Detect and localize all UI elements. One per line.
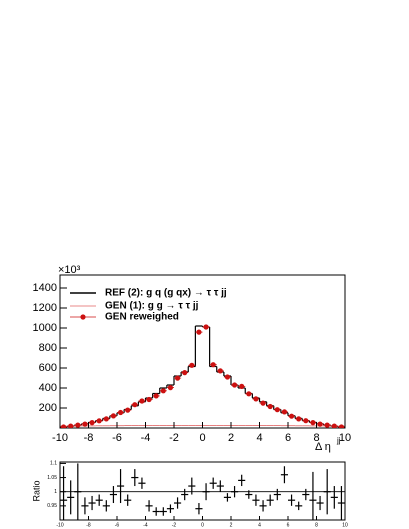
data-point	[217, 368, 223, 374]
x-tick-label: 0	[201, 522, 204, 528]
data-point	[317, 421, 323, 427]
x-tick-label: -4	[143, 522, 148, 528]
data-point	[303, 418, 309, 424]
data-point	[288, 413, 295, 419]
data-point	[231, 382, 238, 388]
data-point	[75, 422, 81, 428]
x-tick-label: -10	[52, 432, 68, 444]
ratio-y-label: Ratio	[31, 480, 41, 501]
data-point	[224, 374, 231, 380]
data-point	[267, 403, 273, 410]
x-tick-label: 2	[228, 432, 234, 444]
y-tick-label: 1400	[33, 282, 57, 294]
y-tick-label: 400	[39, 382, 57, 394]
legend-label: GEN (1): g g → τ τ jj	[105, 301, 199, 312]
data-point	[246, 391, 252, 397]
y-tick-label: 200	[39, 402, 57, 414]
y-tick-label: 1	[54, 489, 57, 495]
data-point	[338, 424, 345, 428]
data-point	[253, 396, 259, 402]
x-tick-label: 10	[339, 432, 351, 444]
plot-area	[60, 324, 345, 428]
data-point	[160, 388, 166, 394]
axes: -10 -8 -6 -4 -2 0 2 4 6 8 102004006008001000120014…	[33, 282, 352, 528]
x-tick-label: -6	[112, 432, 122, 444]
legend-label: REF (2): g q (g qx) → τ τ jj	[105, 288, 227, 299]
data-point	[153, 393, 159, 399]
data-point	[182, 370, 188, 376]
y-tick-label: 0.95	[47, 503, 57, 509]
x-tick-label: -4	[141, 432, 151, 444]
x-tick-label: 2	[230, 522, 233, 528]
x-tick-label: -2	[172, 522, 177, 528]
y-multiplier: ×10³	[58, 264, 81, 276]
data-point	[324, 422, 330, 428]
y-tick-label: 1000	[33, 322, 57, 334]
data-point	[96, 418, 102, 424]
data-point	[310, 420, 316, 426]
x-tick-label: 8	[313, 432, 319, 444]
x-tick-label: 6	[285, 432, 291, 444]
data-point	[117, 409, 124, 416]
data-point	[68, 423, 74, 428]
x-tick-label: 4	[258, 522, 261, 528]
data-point	[210, 362, 216, 368]
legend-label: GEN reweighed	[105, 312, 179, 323]
data-point	[174, 375, 181, 381]
y-tick-label: 800	[39, 342, 57, 354]
data-point	[82, 421, 88, 427]
x-tick-label: -6	[115, 522, 120, 528]
data-point	[132, 402, 138, 408]
data-point	[196, 329, 202, 335]
data-point	[60, 424, 67, 428]
data-point	[125, 407, 131, 413]
data-point	[110, 413, 117, 419]
data-point	[89, 420, 95, 426]
x-tick-label: -10	[56, 522, 63, 528]
x-tick-label: 10	[342, 522, 348, 528]
x-tick-label: 4	[256, 432, 262, 444]
y-tick-label: 600	[39, 362, 57, 374]
data-point	[296, 416, 302, 422]
data-point	[146, 396, 152, 403]
data-point	[281, 409, 288, 415]
x-tick-label: -2	[169, 432, 179, 444]
y-tick-label: 1.1	[50, 461, 57, 467]
x-tick-label: 0	[199, 432, 205, 444]
ratio-frame	[59, 461, 346, 521]
data-point	[203, 324, 209, 330]
data-point	[274, 407, 280, 413]
x-axis-label-sup: jj	[336, 436, 341, 445]
data-point	[167, 385, 174, 391]
x-tick-label: 6	[287, 522, 290, 528]
data-point	[260, 400, 266, 406]
x-tick-label: -8	[86, 522, 91, 528]
data-point	[139, 398, 145, 404]
data-point	[189, 362, 195, 368]
x-tick-label: 8	[315, 522, 318, 528]
ratio-area	[60, 463, 345, 520]
y-tick-label: 1.05	[47, 475, 57, 481]
x-axis-label: Δ η	[315, 441, 331, 453]
data-point	[239, 383, 245, 389]
y-tick-label: 1200	[33, 302, 57, 314]
x-tick-label: -8	[84, 432, 94, 444]
data-point	[331, 423, 337, 428]
legend-marker	[80, 314, 86, 320]
data-point	[103, 416, 109, 422]
